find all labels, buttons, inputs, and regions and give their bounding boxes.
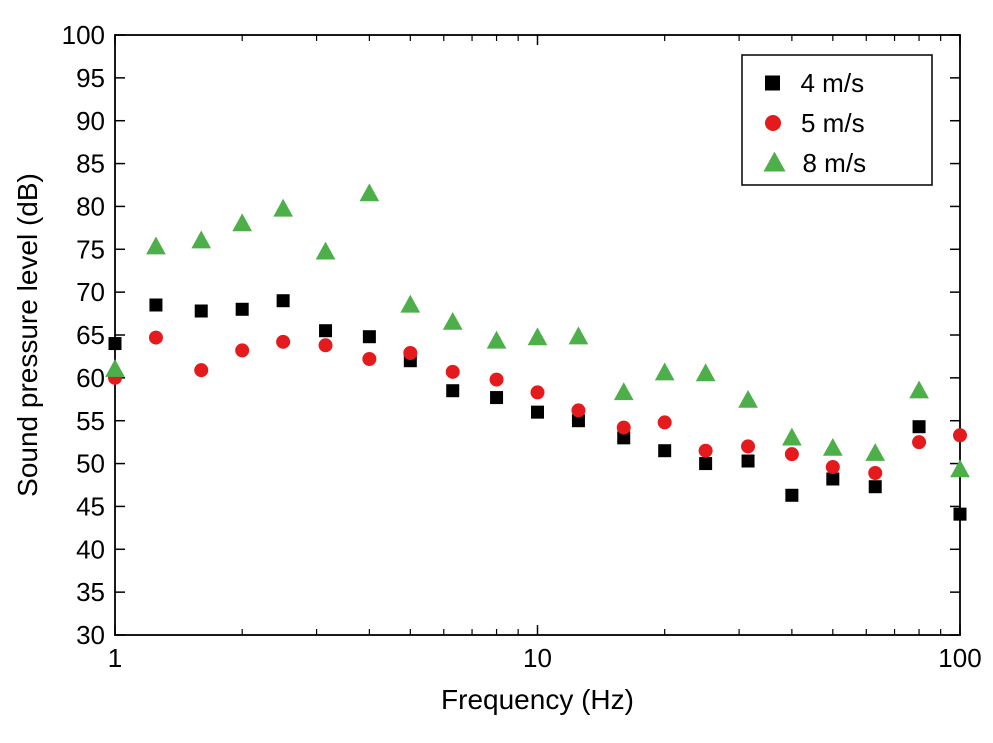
y-tick-label: 60 — [76, 363, 105, 393]
y-tick-label: 55 — [76, 406, 105, 436]
y-tick-label: 45 — [76, 492, 105, 522]
y-tick-label: 90 — [76, 106, 105, 136]
y-tick-label: 80 — [76, 192, 105, 222]
x-tick-label: 1 — [108, 643, 122, 673]
y-tick-label: 100 — [62, 20, 105, 50]
y-axis-label: Sound pressure level (dB) — [12, 173, 43, 497]
spl-vs-frequency-chart: 1 10 100 30 35 40 45 50 55 60 65 70 75 80 85 90 95 100 Fre… — [0, 0, 993, 743]
legend-label-1: 5 m/s — [801, 108, 865, 138]
y-tick-label: 30 — [76, 620, 105, 650]
chart-container: 1 10 100 30 35 40 45 50 55 60 65 70 75 80 85 90 95 100 Fre… — [0, 0, 993, 743]
y-tick-label: 65 — [76, 320, 105, 350]
x-axis-label: Frequency (Hz) — [441, 684, 634, 715]
y-tick-label: 75 — [76, 234, 105, 264]
x-tick-label: 10 — [523, 643, 552, 673]
y-tick-label: 85 — [76, 149, 105, 179]
y-tick-label: 50 — [76, 449, 105, 479]
y-tick-label: 40 — [76, 534, 105, 564]
y-tick-label: 35 — [76, 577, 105, 607]
legend-label-2: 8 m/s — [803, 148, 867, 178]
legend-label-0: 4 m/s — [801, 68, 865, 98]
x-tick-label: 100 — [938, 643, 981, 673]
y-tick-label: 95 — [76, 63, 105, 93]
y-tick-label: 70 — [76, 277, 105, 307]
